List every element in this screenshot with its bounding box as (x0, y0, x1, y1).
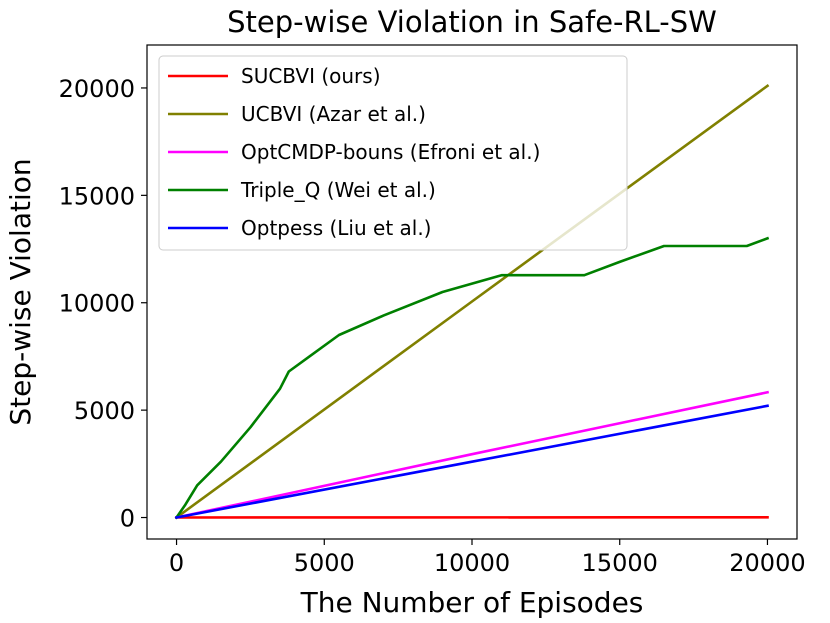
x-axis-title: The Number of Episodes (300, 586, 644, 619)
series-line-3 (174, 236, 770, 520)
chart-title: Step-wise Violation in Safe-RL-SW (227, 5, 717, 39)
y-tick-label-0: 0 (120, 505, 135, 533)
series-line-1 (174, 83, 770, 520)
y-axis-title: Step-wise Violation (4, 158, 37, 425)
x-tick-label-2: 10000 (434, 549, 510, 577)
y-tick-label-3: 15000 (59, 182, 135, 210)
x-tick-label-1: 5000 (294, 549, 355, 577)
plot-frame (146, 44, 798, 540)
series-line-4 (174, 404, 770, 520)
legend-label-1: UCBVI (Azar et al.) (241, 102, 426, 126)
y-tick-label-1: 5000 (74, 397, 135, 425)
axis-ticks: 0 5000 10000 15000 20000 0 5000 10000 15000 20000 (59, 75, 806, 577)
series-lines (174, 83, 770, 520)
legend-label-4: Optpess (Liu et al.) (241, 216, 432, 240)
legend-label-2: OptCMDP-bouns (Efroni et al.) (241, 140, 540, 164)
legend: SUCBVI (ours) UCBVI (Azar et al.) OptCMDP-… (158, 55, 628, 251)
legend-label-3: Triple_Q (Wei et al.) (240, 178, 436, 202)
series-line-2 (174, 390, 770, 520)
legend-label-0: SUCBVI (ours) (241, 64, 381, 88)
x-tick-label-3: 15000 (582, 549, 658, 577)
y-tick-label-2: 10000 (59, 290, 135, 318)
x-tick-label-0: 0 (169, 549, 184, 577)
y-tick-label-4: 20000 (59, 75, 135, 103)
x-tick-label-4: 20000 (729, 549, 805, 577)
legend-frame (158, 55, 628, 251)
